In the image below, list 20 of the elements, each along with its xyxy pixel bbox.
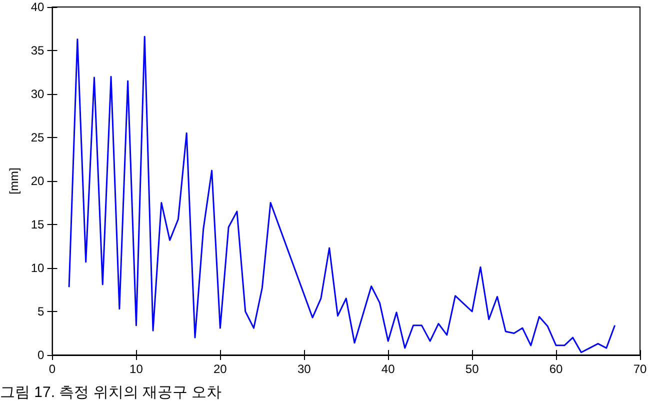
y-tick-label: 40 (30, 0, 45, 14)
line-series (68, 36, 616, 354)
y-tick-label: 15 (30, 218, 45, 232)
x-tick-label: 70 (633, 362, 647, 376)
y-axis-title: [mm] (7, 168, 21, 194)
y-tick-label: 10 (30, 261, 45, 275)
y-tick-label: 20 (30, 174, 45, 188)
y-tick-label: 30 (30, 87, 45, 101)
x-tick-label: 10 (130, 362, 144, 376)
caption: 그림 17. 측정 위치의 재공구 오차 (0, 384, 222, 401)
x-tick-label: 50 (465, 362, 480, 376)
y-tick-label: 5 (38, 304, 45, 318)
x-tick-label: 20 (213, 362, 228, 376)
x-tick-label: 40 (381, 362, 396, 376)
y-tick-label: 35 (30, 44, 45, 58)
y-tick-label: 0 (38, 348, 45, 362)
x-tick-label: 0 (48, 362, 56, 376)
y-tick-label: 25 (30, 130, 45, 144)
x-tick-label: 60 (549, 362, 564, 376)
x-tick-label: 30 (297, 362, 312, 376)
